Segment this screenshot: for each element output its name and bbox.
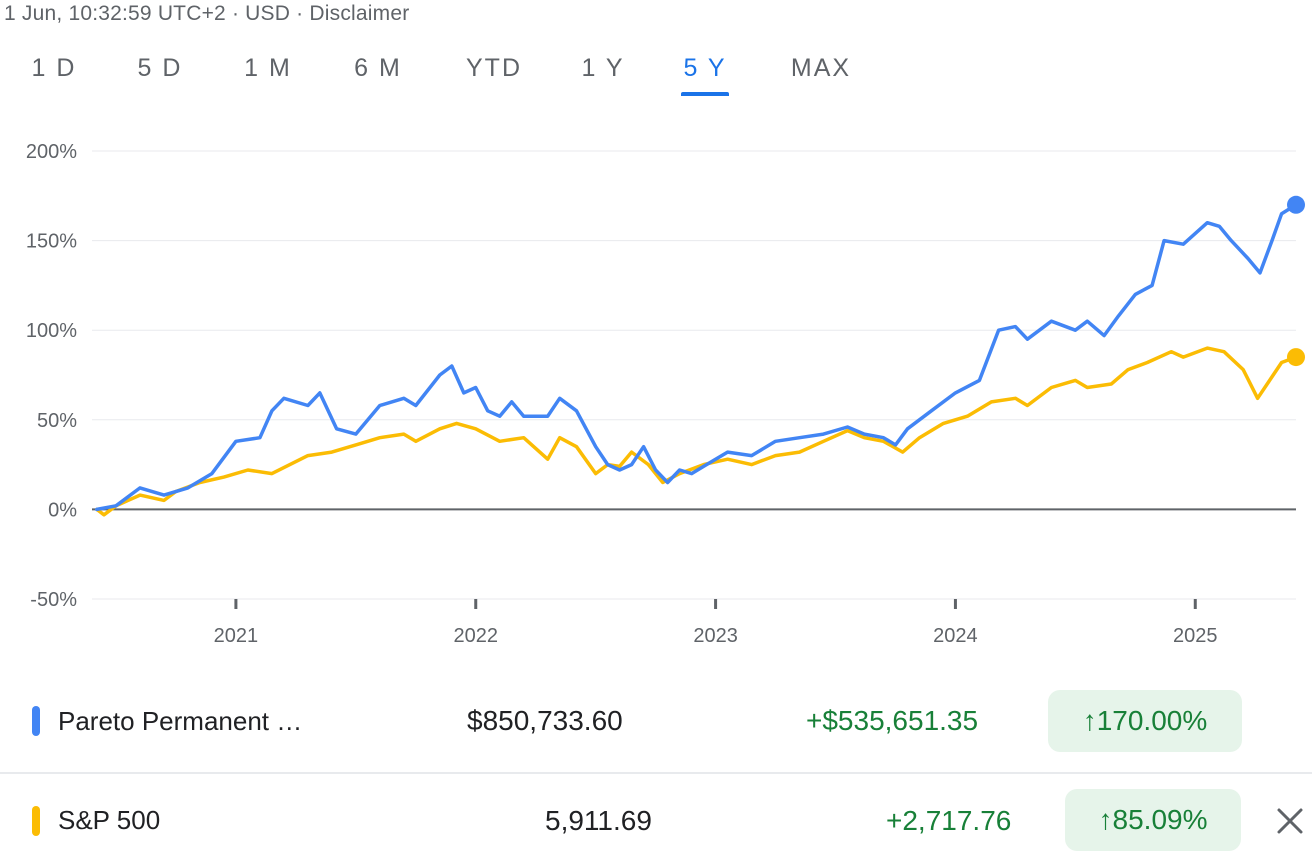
y-tick-label: 100% (26, 320, 77, 342)
fund-color-swatch (32, 706, 40, 736)
close-icon[interactable] (1274, 805, 1306, 837)
tab-max[interactable]: MAX (790, 54, 852, 82)
sp500-value: 5,911.69 (545, 805, 652, 836)
sp500-percent-badge: ↑85.09% (1065, 789, 1241, 851)
sp500-color-swatch (32, 806, 40, 836)
tab-6m[interactable]: 6 M (354, 54, 402, 82)
x-tick-label: 2025 (1173, 625, 1218, 647)
x-axis: 2021 2022 2023 2024 2025 (214, 599, 1218, 647)
fund-end-marker (1287, 195, 1305, 214)
fund-series-line (95, 203, 1298, 512)
x-tick-label: 2023 (693, 625, 738, 647)
y-tick-label: 200% (26, 141, 77, 163)
active-tab-indicator (681, 92, 729, 96)
fund-value: $850,733.60 (467, 705, 623, 736)
x-tick-label: 2024 (933, 625, 978, 647)
series-end-markers (1287, 195, 1305, 367)
y-tick-label: 0% (48, 499, 77, 521)
fund-name: Pareto Permanent … (58, 706, 303, 736)
tab-5d[interactable]: 5 D (137, 54, 183, 82)
x-tick-label: 2021 (214, 625, 259, 647)
comparison-chart[interactable]: 200%150%100%50%0%-50% 2021 2022 2023 2024 20… (0, 120, 1312, 660)
sp500-name: S&P 500 (58, 805, 161, 835)
fund-percent-badge: ↑170.00% (1048, 690, 1242, 752)
timestamp-disclaimer: 1 Jun, 10:32:59 UTC+2 · USD · Disclaimer (4, 2, 410, 25)
tab-5y[interactable]: 5 Y (683, 54, 727, 82)
sp500-end-marker (1287, 348, 1305, 367)
sp500-series-line (95, 346, 1298, 517)
y-axis-labels: 200% 150% 100% 50% 0% -50% (26, 141, 77, 611)
fund-change: +$535,651.35 (806, 705, 979, 736)
tab-1m[interactable]: 1 M (244, 54, 292, 82)
y-tick-label: 50% (37, 410, 77, 432)
tab-1d[interactable]: 1 D (31, 54, 77, 82)
tab-ytd[interactable]: YTD (466, 54, 522, 82)
series-lines (95, 203, 1298, 517)
x-tick-label: 2022 (453, 625, 498, 647)
range-tabs: 1 D 5 D 1 M 6 M YTD 1 Y 5 Y MAX (0, 52, 900, 98)
comparison-row-sp500[interactable]: S&P 500 5,911.69 +2,717.76 ↑85.09% (0, 772, 1312, 859)
y-tick-label: -50% (30, 589, 77, 611)
y-tick-label: 150% (26, 231, 77, 253)
tab-1y[interactable]: 1 Y (581, 54, 625, 82)
comparison-row-fund[interactable]: Pareto Permanent … $850,733.60 +$535,651… (0, 680, 1312, 770)
chart-grid (92, 150, 1296, 600)
sp500-change: +2,717.76 (886, 805, 1012, 836)
